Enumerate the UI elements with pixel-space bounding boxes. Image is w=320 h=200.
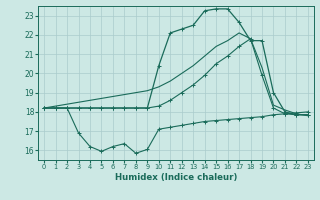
X-axis label: Humidex (Indice chaleur): Humidex (Indice chaleur) [115,173,237,182]
